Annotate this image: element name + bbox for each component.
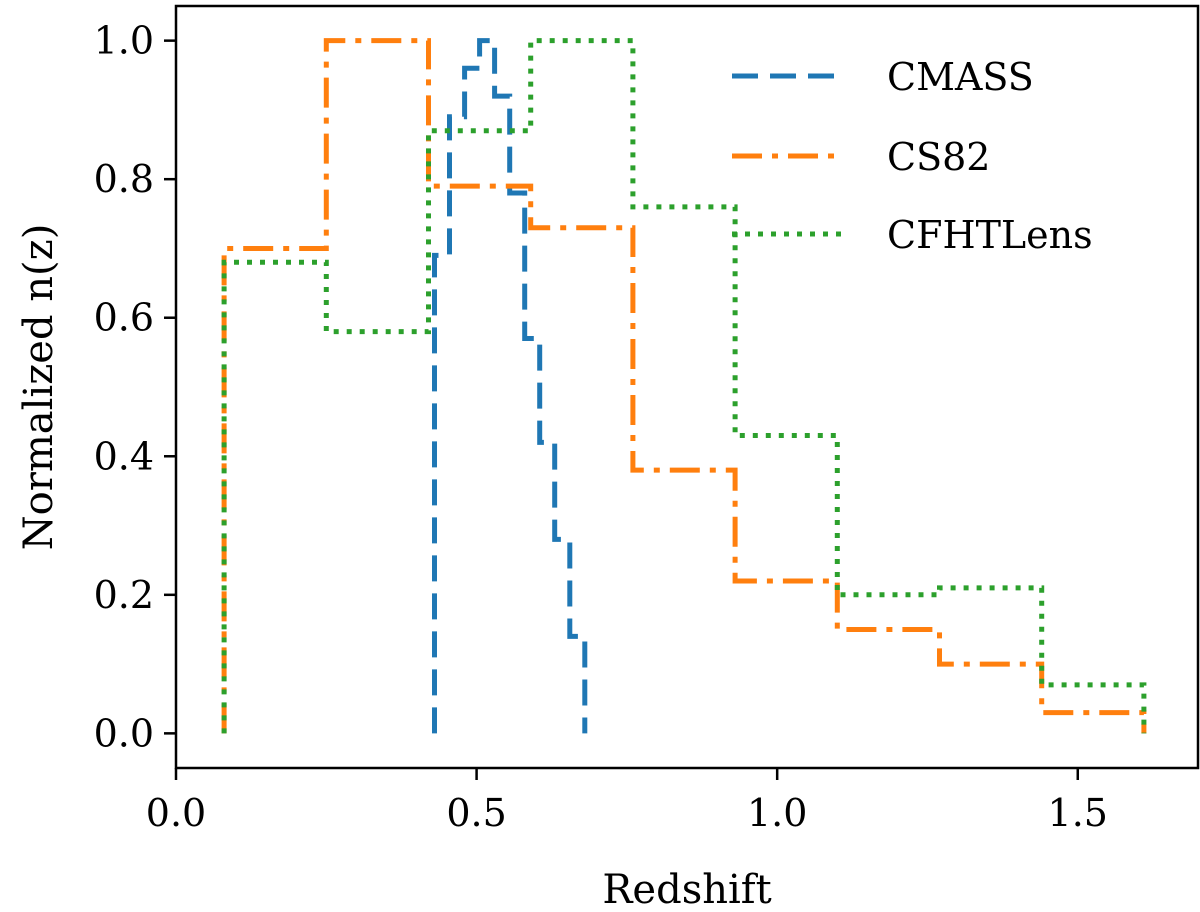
x-tick-label: 1.0 — [747, 791, 807, 835]
y-tick-label: 0.4 — [94, 434, 154, 478]
legend-label-cmass: CMASS — [887, 55, 1034, 99]
y-tick-label: 0.2 — [94, 573, 154, 617]
series-line-cmass — [432, 38, 588, 734]
series-line-cfhtlens — [221, 38, 1147, 734]
ticks-layer: 0.0 0.5 1.0 1.5 0.0 0.2 0.4 0.6 0.8 1.0 — [94, 19, 1108, 835]
y-tick-label: 1.0 — [94, 19, 154, 63]
legend-label-cs82: CS82 — [887, 135, 990, 179]
x-tick-label: 1.5 — [1048, 791, 1108, 835]
y-axis-label: Normalized n(z) — [16, 224, 62, 551]
legend: CMASS CS82 CFHTLens — [732, 55, 1093, 257]
y-tick-label: 0.6 — [94, 296, 154, 340]
x-axis-label: Redshift — [602, 867, 771, 912]
x-tick-label: 0.0 — [146, 791, 206, 835]
series-layer — [221, 38, 1147, 734]
y-tick-label: 0.8 — [94, 157, 154, 201]
plot-frame — [174, 4, 1200, 770]
series-line-cs82 — [221, 38, 1147, 734]
y-tick-label: 0.0 — [94, 711, 154, 755]
legend-label-cfhtlens: CFHTLens — [887, 213, 1093, 257]
x-tick-label: 0.5 — [446, 791, 506, 835]
